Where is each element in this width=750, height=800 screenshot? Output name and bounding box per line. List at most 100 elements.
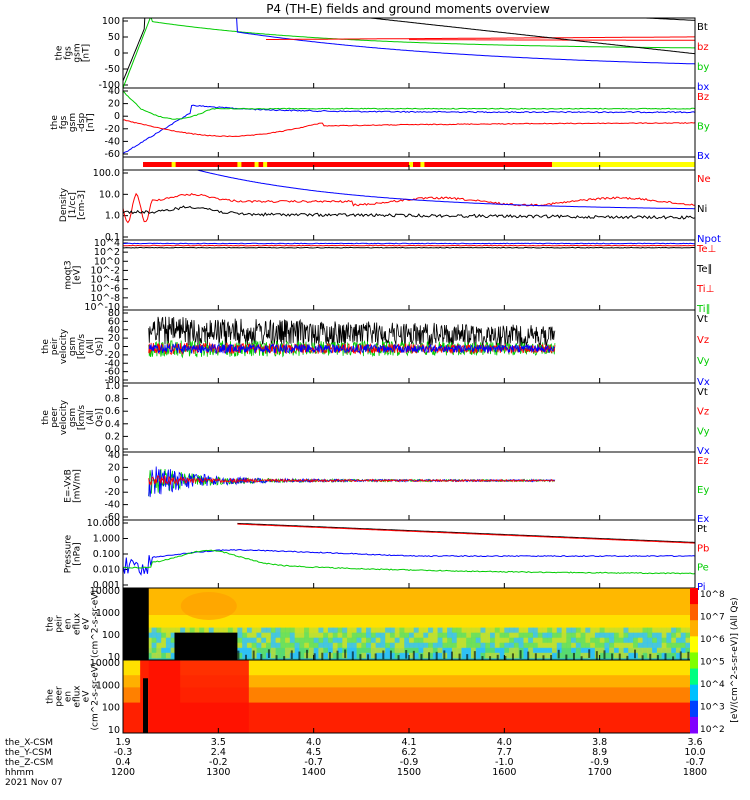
spec-band [123, 588, 695, 592]
spec-cell [366, 647, 372, 654]
spec-cell [285, 652, 291, 659]
spec-cell [161, 652, 167, 659]
spec-cell [475, 647, 481, 654]
spec-cell [475, 652, 481, 659]
time-axis-footer: the_X-CSM 1.9 3.5 4.0 4.1 4.0 3.8 3.6 the_Y-CSM -… [5, 737, 707, 788]
spec-cell [413, 642, 420, 649]
spec-cell [270, 627, 277, 634]
spec-tick [588, 649, 591, 658]
footer-0-6: 3.6 [687, 737, 702, 748]
spec-blob [180, 592, 237, 620]
spec-cell [494, 632, 501, 639]
spec-cell [513, 632, 520, 639]
spec-cell [404, 627, 410, 634]
spec-cell [647, 627, 653, 634]
spec-band [123, 672, 695, 676]
plot-mode-bar [143, 162, 695, 167]
spec-cell [537, 632, 543, 639]
spec-cell [156, 632, 162, 639]
legend-e-field-Ey: Ey [697, 485, 709, 496]
spec-cell [275, 632, 281, 639]
spec-cell [161, 632, 167, 639]
spec-cell [680, 642, 686, 649]
spec-cell [685, 632, 691, 639]
spec-cell [223, 627, 229, 634]
legend-temperature-Te∥: Te∥ [696, 264, 713, 275]
series-Ti-par [123, 246, 695, 249]
spec-cell [313, 632, 319, 639]
spec-cell [685, 647, 691, 654]
spec-cell [594, 647, 601, 654]
frame-e-field [122, 451, 696, 521]
spec-cell [308, 637, 315, 644]
footer-0-0: 1.9 [115, 737, 130, 748]
spec-cell [313, 637, 319, 644]
spec-tick [603, 650, 606, 660]
spec-cell [313, 652, 319, 659]
spec-cell [547, 637, 553, 644]
spec-cell [666, 642, 672, 649]
spec-cell [428, 647, 434, 654]
spec-cell [628, 627, 634, 634]
spec-tick [633, 649, 636, 659]
spec-cell [165, 642, 172, 649]
spec-cell [447, 647, 453, 654]
spec-cell [566, 642, 572, 649]
spec-cell [447, 632, 453, 639]
spec-cell [261, 637, 267, 644]
spec-cell [184, 627, 191, 634]
spec-cell [351, 647, 358, 654]
legend-density-Npot: Npot [697, 234, 721, 245]
spec-cell [590, 632, 596, 639]
spec-cell [571, 642, 577, 649]
spec-cell [266, 642, 272, 649]
spec-cell [613, 647, 620, 654]
ytick-peir-velocity-0: 80 [108, 308, 120, 319]
spec-cell [423, 637, 429, 644]
spec-cell [423, 647, 429, 654]
spec-cell [380, 632, 386, 639]
ytick-density-3: 0.1 [105, 232, 120, 243]
spec-cell [437, 637, 443, 644]
spec-cell [270, 652, 277, 659]
spec-cell [599, 652, 605, 659]
spec-cell [189, 627, 195, 634]
spec-cell [418, 642, 424, 649]
spec-cell [170, 652, 176, 659]
spec-cell [394, 652, 400, 659]
spec-cell [428, 652, 434, 659]
spec-cell [642, 642, 648, 649]
spec-cell [661, 652, 667, 659]
spec-cell [266, 627, 272, 634]
series-By [123, 90, 695, 120]
mode-gap-5 [420, 162, 425, 167]
legend-density-Ne: Ne [697, 174, 711, 185]
spec-gap [143, 678, 149, 733]
spec-cell [146, 637, 153, 644]
spec-cell [399, 647, 405, 654]
spec-cell [661, 637, 667, 644]
colorbar-segment [690, 588, 698, 605]
spec-cell [537, 627, 543, 634]
spec-cell [332, 632, 338, 639]
ytick-peer-velocity-1: 0.8 [105, 394, 120, 405]
spec-cell [513, 637, 520, 644]
ylabel-density: Density[1/cc][cm-3] [59, 187, 87, 222]
spec-cell [618, 642, 624, 649]
spec-cell [599, 642, 605, 649]
panel-pressure: Pressure[nPa] 10.000 1.000 0.100 0.010 0.001 [64, 518, 696, 591]
spec-cell [428, 632, 434, 639]
series-Bt-b [366, 18, 695, 55]
footer-1-1: 2.4 [211, 747, 226, 758]
spec-cell [628, 647, 634, 654]
spec-cell [237, 637, 243, 644]
spec-tick [527, 651, 530, 660]
spec-cell [361, 647, 367, 654]
spec-cell [246, 642, 253, 649]
spec-cell [652, 637, 658, 644]
spec-cell [294, 652, 300, 659]
spec-cell [542, 652, 548, 659]
footer-1-3: 6.2 [401, 747, 416, 758]
spec-cell [613, 637, 620, 644]
spec-cell [347, 642, 353, 649]
